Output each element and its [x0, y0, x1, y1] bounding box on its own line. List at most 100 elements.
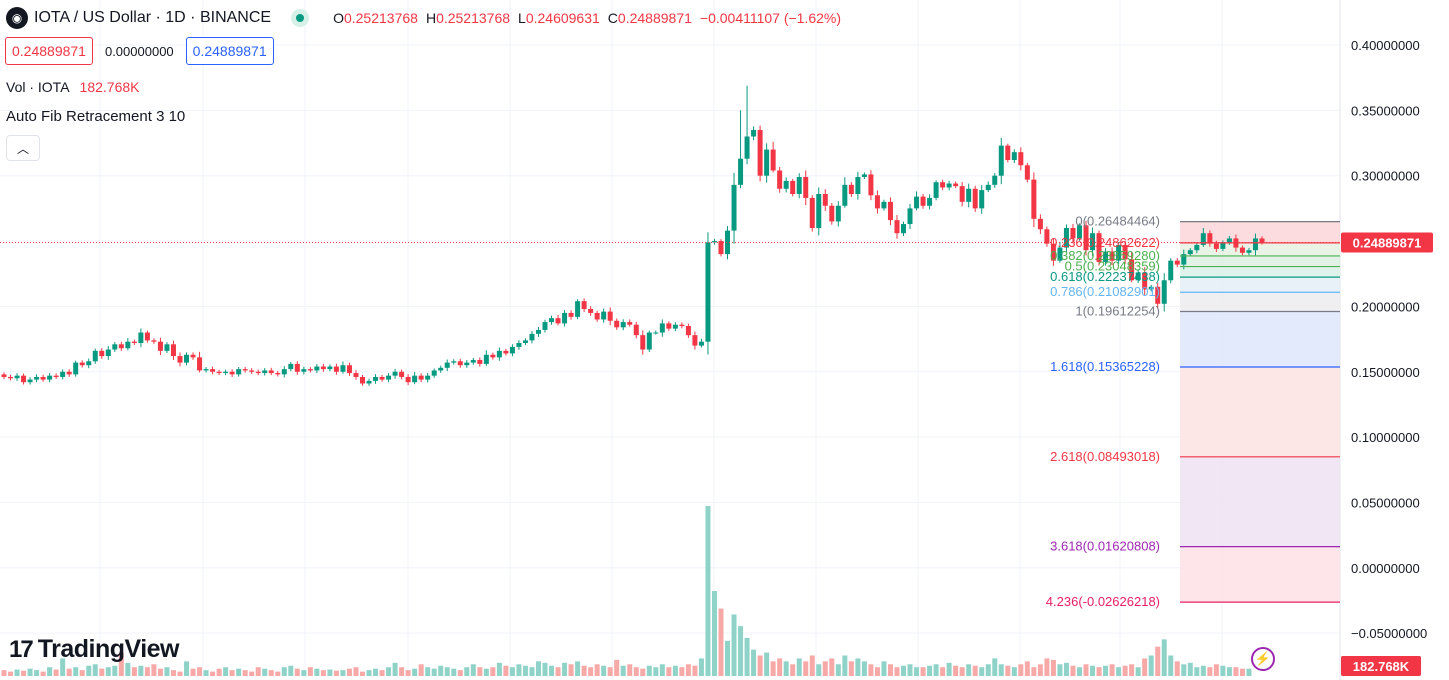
candle-body	[14, 375, 20, 379]
collapse-legend-button[interactable]: ︿	[6, 135, 40, 161]
candle-body	[307, 369, 313, 371]
ohlc-low-key: L	[518, 10, 526, 26]
candle-body	[229, 371, 235, 375]
candle-body	[653, 332, 659, 334]
volume-bar	[320, 670, 326, 676]
ohlc-close-key: C	[607, 10, 618, 26]
volume-bar	[438, 665, 444, 676]
volume-bar	[718, 608, 724, 676]
volume-bar	[529, 667, 535, 676]
candle-body	[1044, 229, 1050, 244]
candle-body	[268, 370, 274, 374]
volume-bar	[816, 664, 822, 676]
volume-legend[interactable]: Vol · IOTA 182.768K	[6, 79, 140, 95]
fib-labels: 0(0.26484464) 0.236(0.24862622)0.382(0.23…	[1046, 214, 1160, 609]
candle-body	[588, 309, 594, 313]
fib-level-label: 2.618(0.08493018)	[1050, 449, 1160, 464]
candle-body	[633, 324, 639, 336]
volume-bar	[125, 662, 131, 676]
tradingview-logo[interactable]: 17 TradingView	[9, 635, 180, 664]
fib-level-label: 1(0.19612254)	[1075, 303, 1160, 318]
volume-bar	[1050, 659, 1056, 676]
candle-body	[1213, 243, 1219, 249]
volume-bar	[40, 671, 46, 676]
symbol-title[interactable]: IOTA / US Dollar · 1D · BINANCE	[34, 9, 272, 26]
candle-body	[359, 376, 365, 384]
lightning-icon[interactable]: ⚡	[1251, 647, 1275, 671]
volume-bar	[405, 670, 411, 676]
price-tick-label: 0.40000000	[1351, 38, 1420, 53]
ohlc-high-key: H	[425, 10, 437, 26]
volume-bar	[1168, 655, 1174, 676]
candle-body	[66, 371, 72, 375]
candle-body	[764, 149, 770, 176]
volume-bar	[392, 662, 398, 676]
fib-band	[1180, 311, 1340, 367]
price-tick-label: 0.20000000	[1351, 299, 1420, 314]
candle-body	[444, 362, 450, 368]
volume-bar	[340, 670, 346, 676]
volume-bar	[835, 664, 841, 676]
price-tick-label: 0.15000000	[1351, 365, 1420, 380]
candle-body	[379, 376, 385, 380]
candle-body	[353, 373, 359, 377]
fib-level-label: 0.786(0.21082901)	[1050, 284, 1160, 299]
volume-label: Vol · IOTA	[6, 79, 70, 95]
candle-body	[275, 373, 281, 375]
candle-body	[1148, 286, 1154, 290]
candle-body	[672, 324, 678, 329]
candle-body	[373, 376, 379, 381]
volume-bar	[190, 668, 196, 676]
candle-body	[992, 175, 998, 185]
volume-bar	[940, 667, 946, 676]
candle-body	[1109, 251, 1115, 261]
candle-body	[457, 361, 463, 366]
candle-body	[535, 329, 541, 334]
volume-bar	[1044, 658, 1050, 676]
candle-body	[927, 197, 933, 206]
volume-bar	[1057, 664, 1063, 676]
volume-bar	[144, 667, 150, 676]
candle-body	[1083, 225, 1089, 251]
fib-level-label: 3.618(0.01620808)	[1050, 539, 1160, 554]
volume-bar	[464, 667, 470, 676]
volume-bar	[1018, 664, 1024, 676]
candle-body	[659, 323, 665, 333]
volume-bar	[738, 626, 744, 676]
volume-bar	[966, 664, 972, 676]
candle-body	[164, 344, 170, 351]
volume-bar	[1011, 667, 1017, 676]
sell-button[interactable]: 0.24889871	[5, 37, 93, 65]
candle-body	[1135, 272, 1141, 281]
volume-bar	[477, 667, 483, 676]
candle-body	[855, 177, 861, 194]
fib-band	[1180, 277, 1340, 293]
candle-body	[464, 362, 470, 366]
candle-body	[105, 349, 111, 357]
price-tick-label: 0.00000000	[1351, 561, 1420, 576]
candle-body	[953, 183, 959, 187]
volume-bar	[27, 668, 33, 676]
volume-bar	[184, 661, 190, 676]
volume-bar	[744, 637, 750, 676]
candle-body	[34, 376, 40, 380]
ohlc-values: O0.25213768 H0.25213768 L0.24609631 C0.2…	[333, 10, 841, 26]
volume-bar	[868, 664, 874, 676]
price-tick-label: 0.30000000	[1351, 169, 1420, 184]
volume-bar	[659, 664, 665, 676]
buy-button[interactable]: 0.24889871	[185, 37, 274, 65]
candle-body	[288, 363, 294, 370]
candle-body	[1187, 250, 1193, 255]
volume-bar	[490, 667, 496, 676]
candle-body	[203, 369, 209, 371]
volume-bar	[470, 664, 476, 676]
volume-bar	[1005, 665, 1011, 676]
volume-bar	[894, 667, 900, 676]
volume-bar	[216, 668, 222, 676]
market-status-icon[interactable]	[291, 9, 310, 27]
candle-body	[1252, 238, 1258, 251]
fib-level-label: 4.236(-0.02626218)	[1046, 594, 1160, 609]
candle-body	[1057, 247, 1063, 261]
fib-indicator-label[interactable]: Auto Fib Retracement 3 10	[6, 108, 186, 125]
